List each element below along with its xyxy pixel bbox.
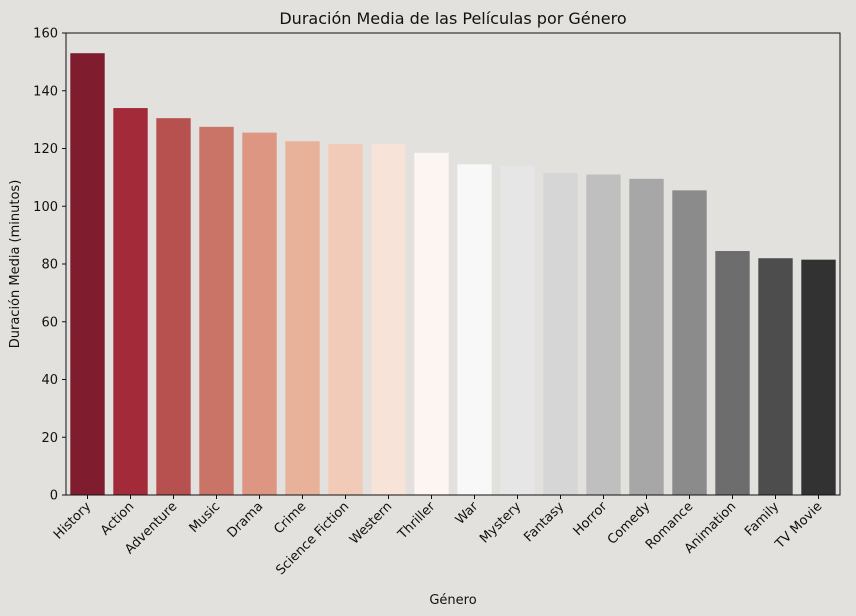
bar-history	[70, 53, 105, 496]
x-tick-label: Drama	[225, 499, 267, 541]
bar-drama	[242, 132, 277, 495]
y-tick-label: 160	[33, 27, 58, 42]
y-tick-label: 20	[41, 431, 58, 446]
y-tick-label: 80	[41, 258, 58, 273]
x-tick-label: Action	[98, 499, 137, 538]
x-tick-label: War	[453, 499, 482, 528]
x-tick-label: Science Fiction	[273, 499, 352, 578]
bar-fantasy	[543, 173, 578, 496]
y-tick-label: 40	[41, 373, 58, 388]
x-tick-label: Family	[742, 499, 782, 539]
x-tick-label: Fantasy	[521, 499, 567, 545]
x-tick-label: Thriller	[395, 499, 439, 543]
bar-family	[758, 258, 793, 495]
bar-horror	[586, 174, 621, 496]
bar-mystery	[500, 165, 535, 495]
x-tick-label: TV Movie	[772, 499, 825, 552]
x-tick-label: Mystery	[477, 499, 524, 546]
x-tick-label: Horror	[571, 499, 611, 539]
x-tick-label: Western	[347, 499, 395, 547]
bar-music	[199, 126, 234, 495]
plot-frame	[65, 32, 841, 496]
chart-title: Duración Media de las Películas por Géne…	[279, 9, 626, 28]
x-tick-label: Music	[187, 499, 224, 536]
y-axis-ticks: 0 20 40 60 80 100 120 140 160	[33, 27, 66, 504]
bar-animation	[715, 251, 750, 495]
bar-science-fiction	[328, 144, 363, 496]
bar-crime	[285, 141, 320, 495]
bar-comedy	[629, 178, 664, 495]
bar-western	[371, 144, 406, 496]
y-tick-label: 120	[33, 142, 58, 157]
x-axis-title: Género	[429, 593, 476, 608]
bar-romance	[672, 190, 707, 495]
bar-adventure	[156, 118, 191, 496]
bar-thriller	[414, 152, 449, 495]
y-tick-label: 140	[33, 84, 58, 99]
y-tick-label: 0	[50, 489, 58, 504]
x-tick-label: Crime	[271, 499, 309, 537]
bar-action	[113, 108, 148, 495]
bar-tv-movie	[801, 259, 836, 495]
bar-war	[457, 164, 492, 495]
y-axis-title: Duración Media (minutos)	[8, 180, 23, 349]
plot-area	[66, 33, 840, 495]
x-tick-label: History	[51, 499, 95, 543]
bars-group	[70, 53, 836, 496]
y-tick-label: 100	[33, 200, 58, 215]
y-tick-label: 60	[41, 315, 58, 330]
